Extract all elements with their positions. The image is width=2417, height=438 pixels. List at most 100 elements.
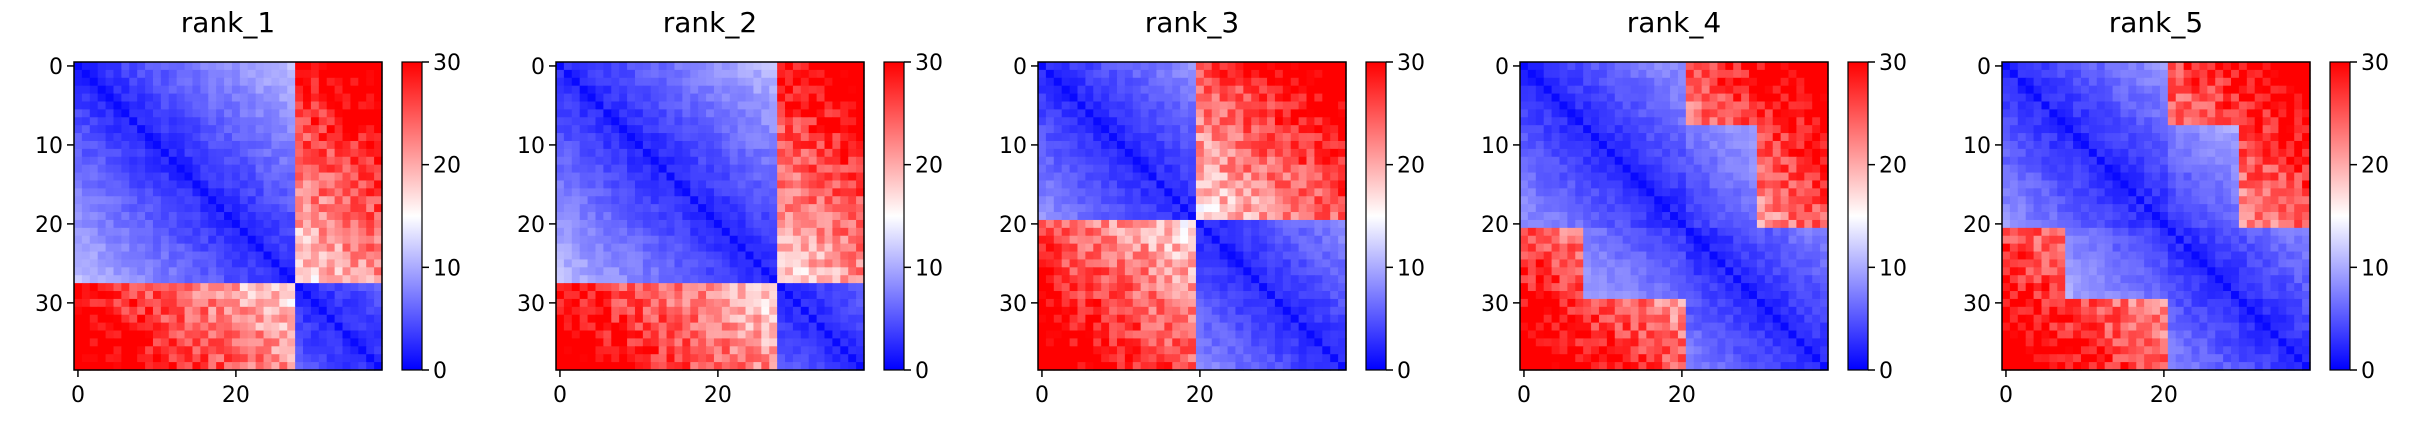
- heatmap-cell: [824, 85, 834, 95]
- heatmap-cell: [666, 330, 676, 340]
- heatmap-cell: [1290, 69, 1300, 79]
- heatmap-cell: [682, 275, 691, 284]
- heatmap-cell: [121, 196, 130, 205]
- heatmap-cell: [713, 251, 723, 261]
- heatmap-cell: [808, 204, 818, 213]
- heatmap-cell: [295, 212, 304, 221]
- heatmap-cell: [1788, 69, 1798, 79]
- heatmap-cell: [1140, 346, 1150, 355]
- heatmap-cell: [785, 156, 794, 166]
- heatmap-cell: [1061, 212, 1071, 221]
- heatmap-cell: [769, 101, 778, 110]
- heatmap-cell: [152, 235, 162, 245]
- heatmap-cell: [1132, 117, 1142, 126]
- heatmap-cell: [1140, 77, 1150, 87]
- heatmap-cell: [200, 283, 209, 292]
- heatmap-cell: [1053, 148, 1063, 158]
- heatmap-cell: [737, 101, 747, 110]
- heatmap-cell: [1638, 85, 1647, 95]
- heatmap-cell: [706, 354, 715, 363]
- heatmap-cell: [571, 275, 581, 284]
- heatmap-cell: [295, 259, 304, 268]
- heatmap-cell: [1124, 109, 1134, 118]
- heatmap-cell: [231, 259, 241, 268]
- heatmap-cell: [1267, 306, 1276, 316]
- heatmap-cell: [152, 172, 162, 182]
- heatmap-cell: [1733, 77, 1742, 87]
- heatmap-cell: [745, 101, 755, 110]
- heatmap-cell: [650, 243, 660, 253]
- heatmap-cell: [303, 306, 312, 316]
- heatmap-cell: [698, 219, 707, 229]
- heatmap-cell: [1274, 140, 1284, 150]
- heatmap-cell: [682, 212, 691, 221]
- heatmap-cell: [595, 338, 604, 347]
- heatmap-cell: [595, 77, 604, 87]
- heatmap-cell: [1559, 117, 1568, 126]
- heatmap-cell: [1598, 101, 1608, 110]
- heatmap-cell: [737, 259, 747, 268]
- heatmap-cell: [1559, 62, 1568, 71]
- heatmap-cell: [1148, 259, 1158, 268]
- heatmap-cell: [769, 314, 778, 324]
- heatmap-cell: [1053, 204, 1063, 213]
- heatmap-cell: [650, 267, 660, 276]
- heatmap-cell: [1116, 140, 1126, 150]
- heatmap-cell: [1274, 133, 1284, 142]
- heatmap-cell: [239, 101, 249, 110]
- heatmap-cell: [176, 235, 186, 245]
- heatmap-cell: [271, 243, 280, 253]
- heatmap-cell: [1567, 117, 1576, 126]
- heatmap-cell: [792, 314, 802, 324]
- heatmap-cell: [729, 148, 739, 158]
- heatmap-cell: [1069, 148, 1079, 158]
- heatmap-cell: [326, 235, 336, 245]
- heatmap-cell: [89, 251, 99, 261]
- heatmap-cell: [1172, 338, 1181, 347]
- heatmap-cell: [279, 338, 288, 347]
- heatmap-cell: [824, 109, 834, 118]
- heatmap-cell: [168, 125, 178, 134]
- heatmap-cell: [1077, 164, 1086, 174]
- heatmap-cell: [1235, 283, 1244, 292]
- heatmap-cell: [350, 140, 359, 150]
- heatmap-cell: [176, 69, 186, 79]
- heatmap-cell: [1077, 227, 1086, 237]
- heatmap-cell: [1259, 93, 1268, 103]
- heatmap-cell: [342, 314, 352, 324]
- heatmap-cell: [1148, 62, 1158, 71]
- heatmap-cell: [350, 180, 359, 189]
- heatmap-cell: [326, 259, 336, 268]
- heatmap-cell: [1053, 243, 1063, 253]
- heatmap-cell: [279, 140, 288, 150]
- heatmap-cell: [113, 259, 122, 268]
- heatmap-cell: [650, 251, 660, 261]
- heatmap-cell: [627, 275, 636, 284]
- heatmap-cell: [1717, 85, 1726, 95]
- heatmap-cell: [152, 62, 162, 71]
- heatmap-cell: [1298, 156, 1308, 166]
- heatmap-cell: [745, 180, 755, 189]
- heatmap-cell: [824, 251, 834, 261]
- heatmap-cell: [295, 204, 304, 213]
- heatmap-cell: [303, 196, 312, 205]
- heatmap-cell: [1251, 93, 1260, 103]
- heatmap-cell: [1796, 93, 1805, 103]
- heatmap-cell: [200, 101, 209, 110]
- heatmap-cell: [310, 101, 320, 110]
- heatmap-cell: [753, 85, 762, 95]
- heatmap-cell: [303, 338, 312, 347]
- heatmap-cell: [105, 227, 115, 237]
- heatmap-cell: [792, 219, 802, 229]
- heatmap-cell: [303, 93, 312, 103]
- heatmap-cell: [840, 298, 849, 308]
- heatmap-cell: [1535, 117, 1545, 126]
- heatmap-cell: [666, 227, 676, 237]
- heatmap-cell: [1725, 109, 1734, 118]
- heatmap-cell: [721, 133, 731, 142]
- heatmap-cell: [1203, 93, 1213, 103]
- heatmap-cell: [184, 188, 194, 197]
- heatmap-cell: [840, 251, 849, 261]
- heatmap-cell: [287, 101, 296, 110]
- heatmap-cell: [1756, 117, 1766, 126]
